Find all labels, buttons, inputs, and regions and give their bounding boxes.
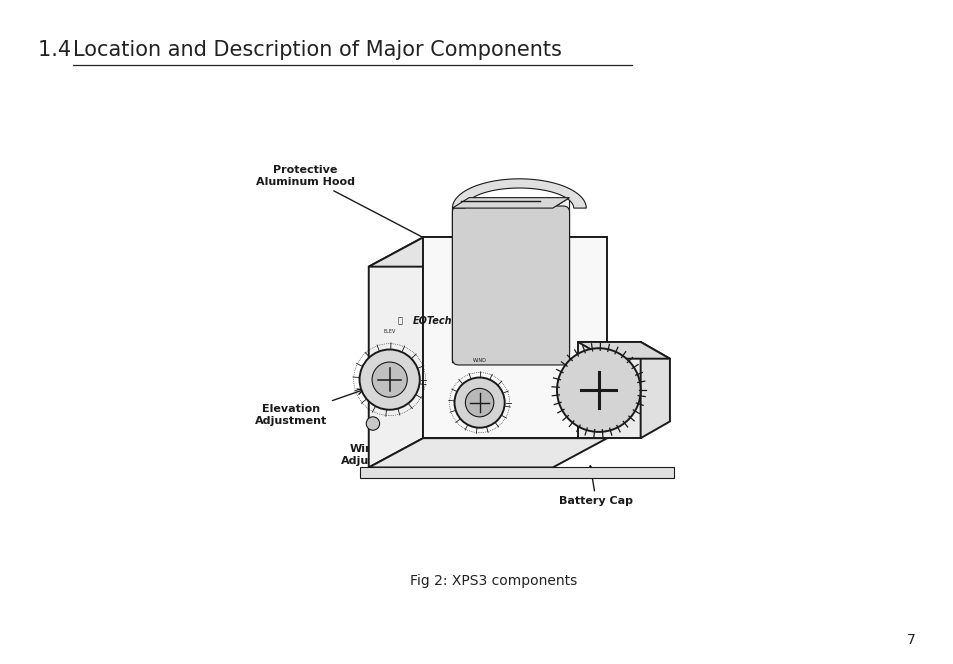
Polygon shape — [452, 198, 569, 208]
Polygon shape — [369, 237, 606, 267]
Text: Battery Cap: Battery Cap — [558, 465, 633, 507]
Text: 7: 7 — [906, 633, 915, 647]
Circle shape — [372, 362, 407, 397]
Polygon shape — [423, 237, 606, 438]
Text: EOTech: EOTech — [413, 316, 452, 326]
Text: Fig 2: XPS3 components: Fig 2: XPS3 components — [410, 574, 577, 588]
Polygon shape — [578, 342, 640, 438]
Text: Protective
Aluminum Hood: Protective Aluminum Hood — [255, 165, 435, 244]
Polygon shape — [578, 342, 669, 359]
Circle shape — [359, 349, 419, 410]
Text: Elevation
Adjustment: Elevation Adjustment — [254, 389, 363, 426]
Polygon shape — [360, 467, 674, 478]
Text: 1.4: 1.4 — [38, 40, 78, 60]
Text: Location and Description of Major Components: Location and Description of Major Compon… — [73, 40, 561, 60]
Circle shape — [366, 417, 379, 430]
Polygon shape — [640, 342, 669, 438]
Polygon shape — [452, 198, 469, 363]
FancyBboxPatch shape — [452, 206, 569, 365]
Circle shape — [465, 388, 494, 417]
Circle shape — [454, 378, 504, 428]
Polygon shape — [552, 198, 569, 363]
Text: Ⓔ: Ⓔ — [397, 317, 402, 325]
Text: WIND: WIND — [472, 359, 486, 363]
Polygon shape — [369, 237, 423, 467]
Text: ELEV: ELEV — [383, 329, 395, 333]
Circle shape — [557, 348, 640, 432]
Text: Windage
Adjustment: Windage Adjustment — [340, 420, 436, 465]
Polygon shape — [452, 179, 586, 208]
Polygon shape — [369, 438, 606, 467]
